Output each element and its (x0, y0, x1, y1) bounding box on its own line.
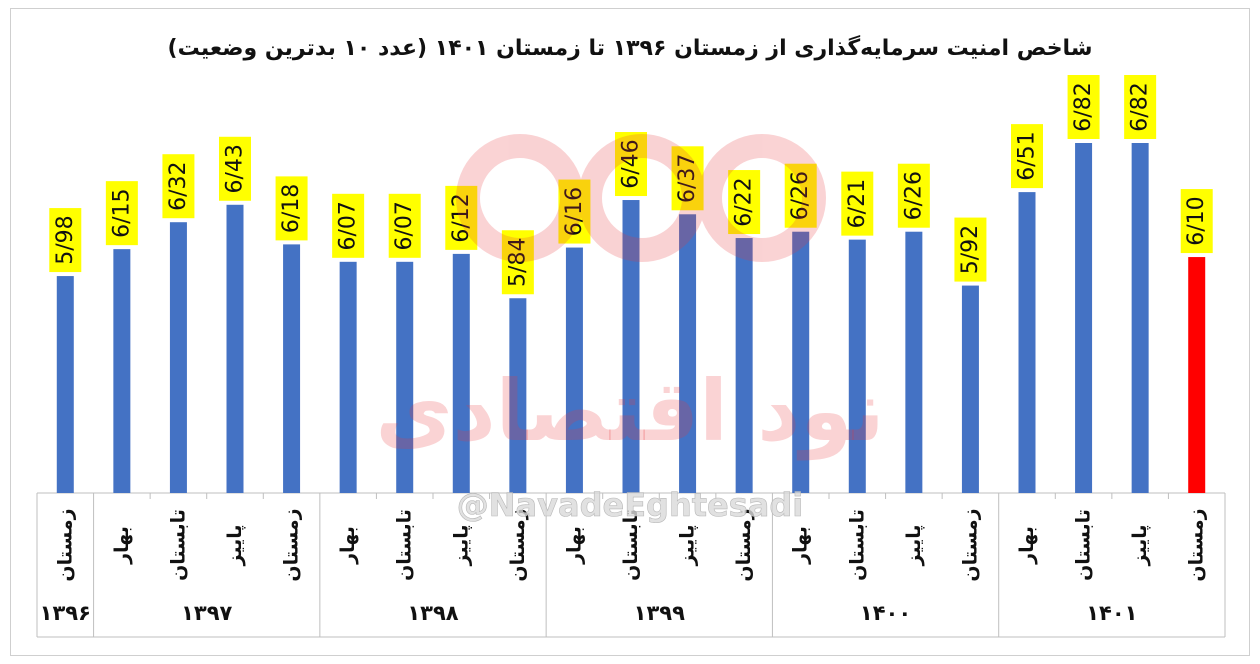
category-label: پاییز (903, 525, 925, 567)
data-label-bg (388, 193, 421, 258)
data-label: 6/10 (1184, 196, 1209, 245)
data-label-bg (1124, 75, 1157, 139)
data-label: 6/07 (392, 201, 417, 250)
bar (961, 285, 979, 493)
data-label: 6/18 (279, 184, 304, 233)
data-label-bg (1067, 75, 1100, 139)
data-label-bg (105, 181, 138, 246)
data-label: 5/84 (505, 238, 530, 287)
data-label: 6/51 (1015, 131, 1040, 180)
data-label: 6/07 (336, 201, 361, 250)
data-label-bg (1180, 189, 1213, 254)
data-label: 6/26 (901, 171, 926, 220)
bar (396, 261, 414, 493)
data-label: 6/32 (166, 162, 191, 211)
data-label-bg (1011, 124, 1043, 189)
data-label: 6/82 (1128, 82, 1153, 131)
data-label-bg (728, 170, 761, 235)
category-label: زمستان (281, 508, 303, 581)
bar (283, 244, 301, 493)
data-label: 6/15 (109, 188, 134, 237)
category-label: بهار (337, 526, 359, 565)
data-label-bg (332, 193, 365, 258)
category-label: تابستان (846, 509, 868, 581)
data-label: 6/22 (732, 177, 757, 226)
data-label: 6/37 (675, 154, 700, 203)
bar (1018, 192, 1036, 493)
data-label-bg (49, 208, 82, 273)
category-label: بهار (111, 526, 133, 565)
bar (226, 204, 244, 494)
year-label: ۱۴۰۱ (1086, 601, 1137, 625)
data-label: 6/82 (1071, 82, 1096, 131)
year-label: ۱۳۹۹ (634, 601, 685, 625)
bar (169, 222, 187, 493)
category-label: تابستان (1073, 509, 1095, 581)
data-label-bg (162, 154, 195, 219)
bar (622, 200, 640, 493)
year-label: ۱۳۹۶ (40, 601, 91, 625)
bar (792, 231, 810, 493)
bar (905, 231, 923, 493)
bar (452, 253, 470, 493)
category-label: زمستان (733, 508, 755, 581)
data-label: 6/21 (845, 179, 870, 228)
category-label: بهار (1016, 526, 1038, 565)
category-label: تابستان (167, 509, 189, 581)
data-label-bg (671, 146, 704, 211)
bar (1075, 143, 1093, 493)
data-label-bg (558, 179, 591, 244)
data-label-bg (219, 136, 251, 201)
data-label: 6/12 (449, 193, 474, 242)
data-label-bg (615, 132, 647, 197)
category-label: تابستان (620, 509, 642, 581)
category-label: تابستان (394, 509, 416, 581)
bar (679, 214, 697, 494)
data-label: 6/46 (619, 139, 644, 188)
chart-frame (10, 8, 1250, 656)
data-label-bg (784, 163, 817, 228)
category-label: بهار (790, 526, 812, 565)
data-label-bg (275, 176, 308, 241)
category-label: پاییز (1129, 525, 1151, 567)
year-label: ۱۳۹۸ (407, 601, 458, 625)
bar (848, 239, 866, 493)
data-label: 6/26 (788, 171, 813, 220)
category-label: زمستان (507, 508, 529, 581)
data-label-bg (841, 171, 874, 236)
data-label-bg (445, 185, 478, 250)
data-label-bg (501, 230, 534, 295)
bar (735, 238, 753, 493)
category-label: پاییز (450, 525, 472, 567)
category-label: بهار (563, 526, 585, 565)
chart-title: شاخص امنیت سرمایه‌گذاری از زمستان ۱۳۹۶ ت… (167, 36, 1093, 61)
category-label: زمستان (54, 508, 76, 581)
data-label-bg (954, 217, 987, 282)
bar (509, 298, 527, 493)
data-label: 6/43 (223, 144, 248, 193)
data-label: 5/92 (958, 225, 983, 274)
bar (1188, 257, 1206, 493)
bar (113, 249, 131, 493)
data-label: 6/16 (562, 187, 587, 236)
bar (56, 276, 74, 493)
category-label: زمستان (959, 508, 981, 581)
bar (339, 261, 357, 493)
category-label: پاییز (224, 525, 246, 567)
category-label: زمستان (1186, 508, 1208, 581)
bar (565, 247, 583, 493)
data-label: 5/98 (53, 215, 78, 264)
bar (1131, 143, 1149, 493)
category-label: پاییز (677, 525, 699, 567)
year-label: ۱۴۰۰ (860, 601, 911, 625)
data-label-bg (897, 163, 930, 228)
year-label: ۱۳۹۷ (181, 601, 232, 625)
